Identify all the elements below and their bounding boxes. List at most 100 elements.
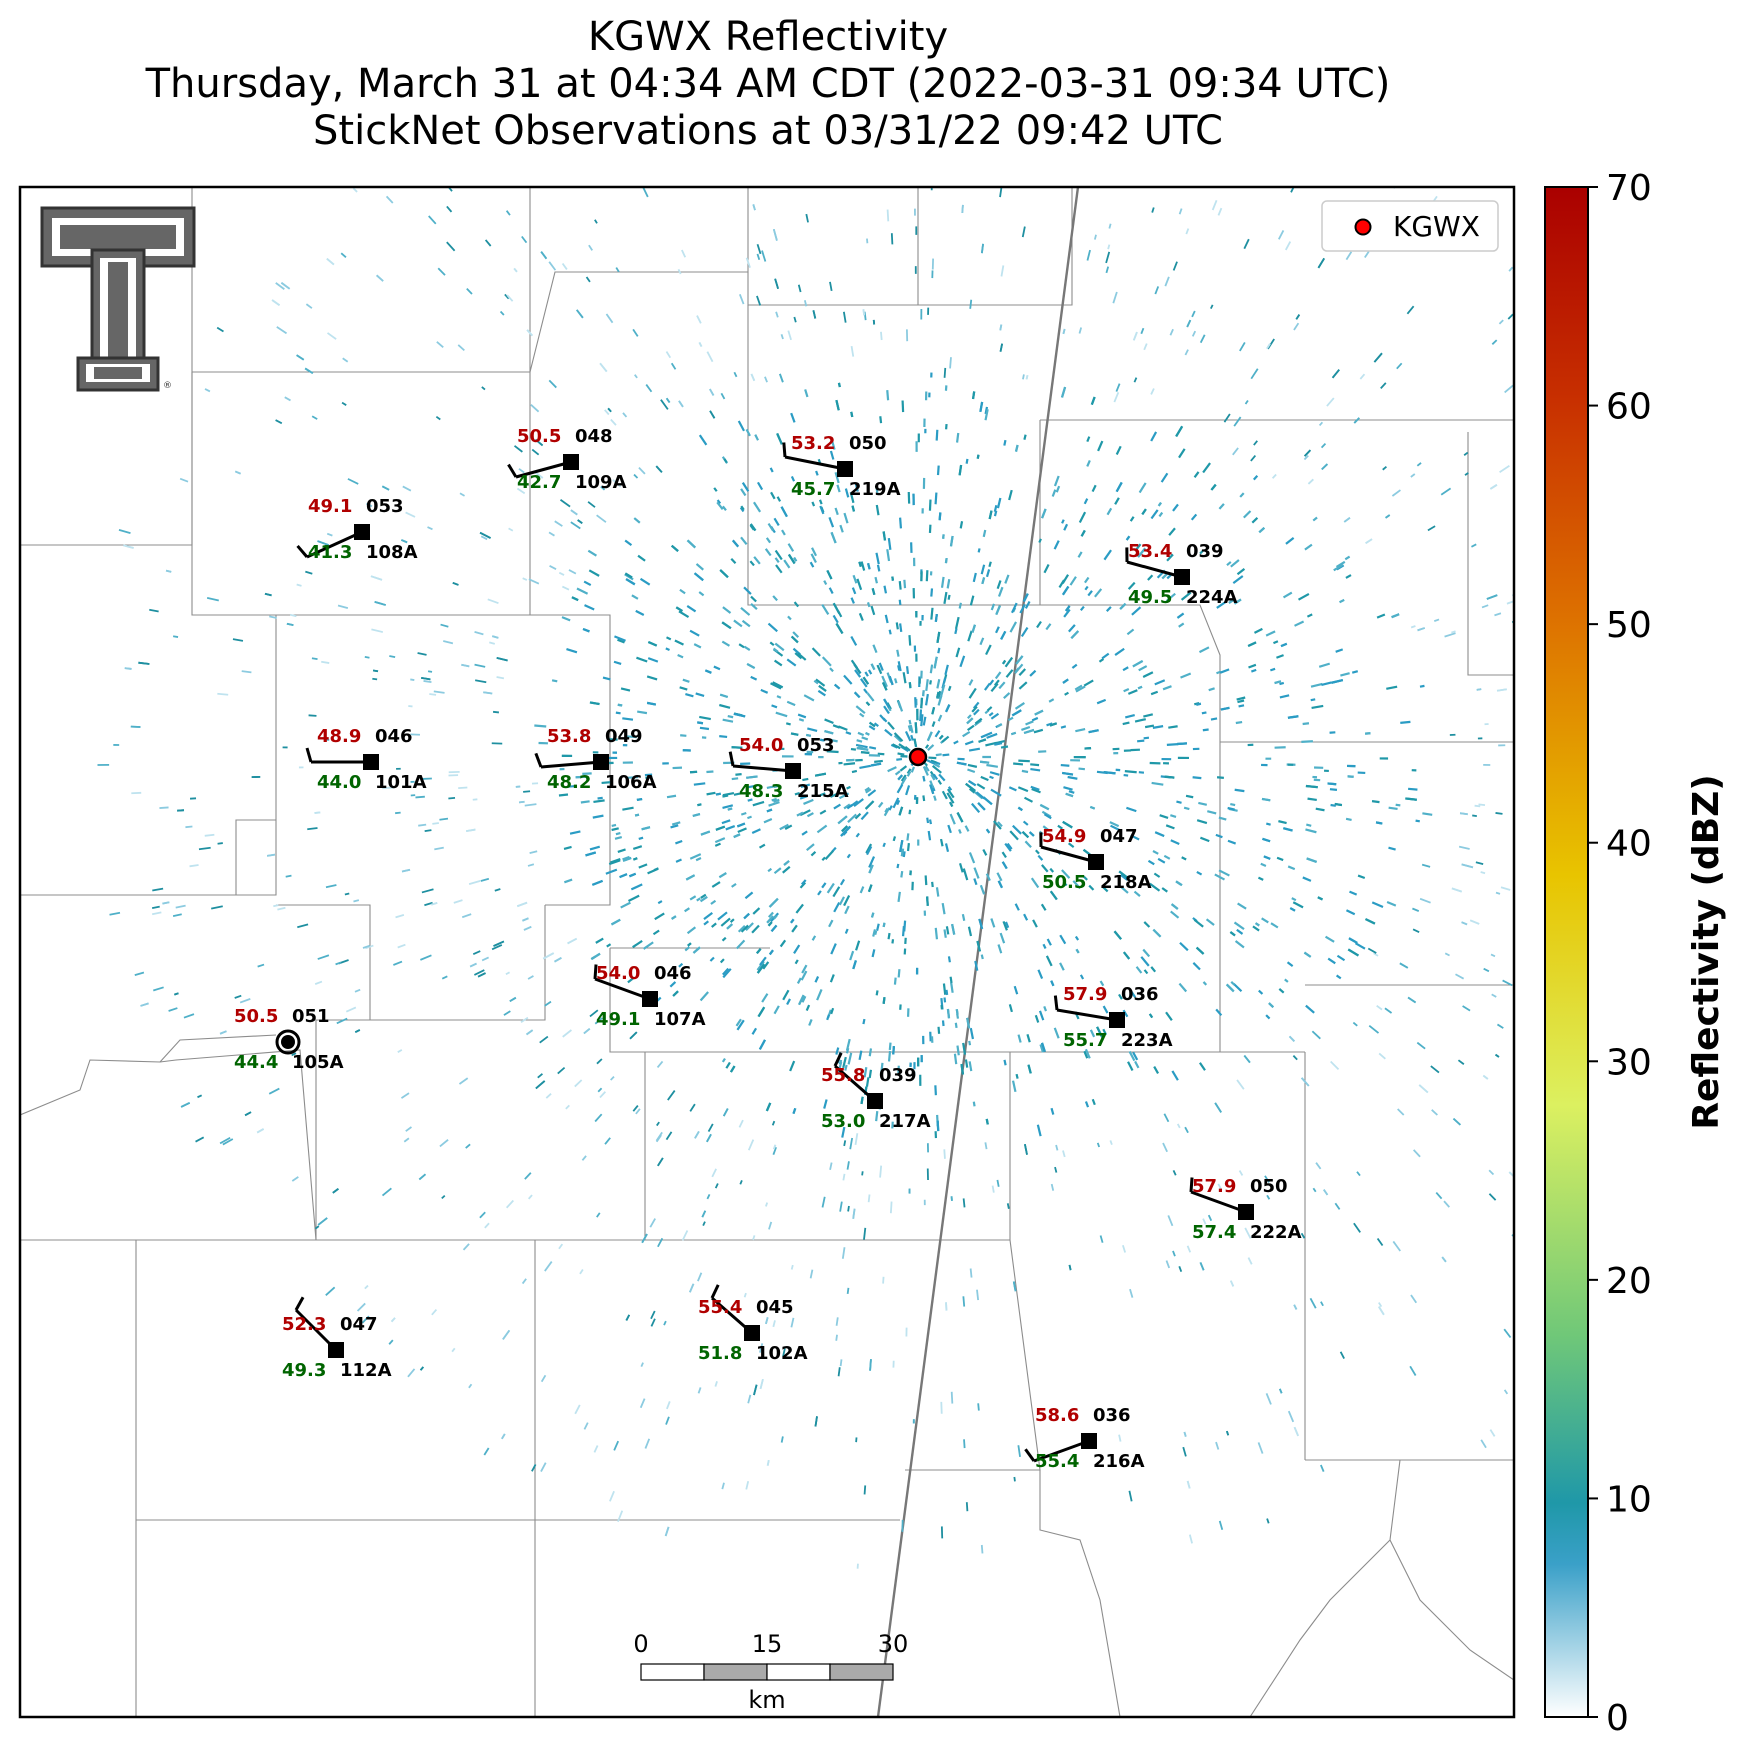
- reflectivity-echo: [1496, 1023, 1504, 1029]
- reflectivity-echo: [972, 572, 977, 583]
- reflectivity-echo: [1113, 391, 1120, 403]
- reflectivity-echo: [810, 553, 817, 563]
- reflectivity-echo: [1323, 1189, 1329, 1196]
- reflectivity-echo: [979, 884, 986, 895]
- reflectivity-echo: [1012, 1281, 1017, 1292]
- reflectivity-echo: [969, 1027, 975, 1040]
- reflectivity-echo: [537, 1073, 543, 1079]
- reflectivity-echo: [548, 261, 557, 271]
- reflectivity-echo: [549, 565, 557, 571]
- reflectivity-echo: [1309, 1297, 1317, 1309]
- scale-tick-15: 15: [752, 1630, 783, 1658]
- reflectivity-echo: [968, 852, 976, 864]
- reflectivity-echo: [944, 557, 948, 564]
- reflectivity-echo: [959, 521, 964, 529]
- reflectivity-echo: [614, 635, 626, 642]
- reflectivity-echo: [1090, 396, 1096, 405]
- reflectivity-echo: [1502, 979, 1513, 987]
- reflectivity-echo: [829, 281, 833, 292]
- reflectivity-echo: [1107, 244, 1111, 250]
- reflectivity-echo: [1416, 462, 1422, 467]
- reflectivity-echo: [703, 911, 713, 921]
- wind-barb-icon: [540, 760, 602, 769]
- reflectivity-echo: [1172, 261, 1178, 271]
- reflectivity-echo: [849, 1137, 854, 1150]
- reflectivity-echo: [846, 853, 851, 859]
- temperature-label: 58.6: [1035, 1405, 1079, 1426]
- reflectivity-echo: [931, 764, 942, 774]
- reflectivity-echo: [828, 517, 835, 528]
- reflectivity-echo: [664, 1526, 670, 1537]
- reflectivity-echo: [1061, 519, 1065, 524]
- reflectivity-echo: [897, 661, 902, 672]
- reflectivity-echo: [862, 309, 866, 316]
- temperature-label: 54.0: [596, 963, 640, 984]
- reflectivity-echo: [518, 800, 525, 804]
- reflectivity-echo: [388, 1339, 394, 1345]
- reflectivity-echo: [782, 865, 791, 874]
- reflectivity-echo: [1409, 1365, 1417, 1376]
- reflectivity-echo: [797, 284, 802, 293]
- reflectivity-echo: [1310, 698, 1316, 702]
- reflectivity-echo: [1248, 663, 1257, 669]
- reflectivity-echo: [1258, 989, 1264, 995]
- reflectivity-echo: [726, 923, 733, 930]
- reflectivity-echo: [937, 1026, 941, 1034]
- reflectivity-echo: [1159, 814, 1169, 819]
- reflectivity-echo: [204, 388, 211, 393]
- reflectivity-echo: [874, 930, 878, 936]
- reflectivity-echo: [862, 1018, 866, 1025]
- reflectivity-echo: [1211, 199, 1218, 211]
- reflectivity-echo: [151, 911, 162, 916]
- reflectivity-echo: [644, 1438, 651, 1449]
- reflectivity-echo: [524, 1172, 532, 1180]
- reflectivity-echo: [927, 830, 932, 841]
- reflectivity-echo: [806, 733, 811, 737]
- reflectivity-echo: [930, 607, 934, 620]
- reflectivity-echo: [999, 932, 1006, 944]
- reflectivity-echo: [1207, 810, 1217, 815]
- reflectivity-echo: [1165, 1260, 1171, 1269]
- reflectivity-echo: [853, 798, 864, 808]
- reflectivity-echo: [932, 773, 939, 781]
- reflectivity-echo: [897, 752, 905, 756]
- reflectivity-echo: [1291, 897, 1297, 902]
- reflectivity-echo: [851, 587, 857, 595]
- colorbar-tick-label: 0: [1606, 1698, 1629, 1739]
- reflectivity-echo: [1022, 820, 1029, 826]
- reflectivity-echo: [1024, 600, 1031, 609]
- reflectivity-echo: [431, 1308, 438, 1316]
- reflectivity-echo: [933, 656, 938, 669]
- reflectivity-echo: [638, 836, 644, 841]
- reflectivity-echo: [830, 943, 837, 955]
- reflectivity-echo: [773, 798, 780, 803]
- reflectivity-echo: [896, 757, 903, 761]
- reflectivity-echo: [768, 949, 774, 956]
- reflectivity-echo: [1060, 725, 1067, 729]
- reflectivity-echo: [693, 782, 706, 786]
- reflectivity-echo: [955, 1009, 959, 1015]
- reflectivity-echo: [1503, 1389, 1509, 1395]
- reflectivity-echo: [888, 1042, 892, 1051]
- wind-barb-icon: [306, 530, 363, 559]
- reflectivity-echo: [574, 1079, 583, 1088]
- reflectivity-echo: [1266, 1194, 1271, 1200]
- reflectivity-echo: [817, 890, 822, 896]
- reflectivity-echo: [1293, 322, 1300, 331]
- reflectivity-echo: [860, 678, 868, 688]
- reflectivity-echo: [711, 881, 721, 888]
- reflectivity-echo: [1292, 901, 1304, 909]
- reflectivity-echo: [733, 792, 741, 796]
- reflectivity-echo: [1055, 1144, 1059, 1151]
- reflectivity-echo: [951, 923, 956, 935]
- reflectivity-echo: [884, 728, 893, 737]
- reflectivity-echo: [1024, 1144, 1028, 1155]
- reflectivity-echo: [582, 627, 590, 633]
- reflectivity-echo: [466, 828, 476, 832]
- reflectivity-echo: [1134, 1060, 1140, 1069]
- reflectivity-echo: [731, 746, 743, 749]
- reflectivity-echo: [739, 1180, 743, 1185]
- reflectivity-echo: [819, 505, 825, 515]
- reflectivity-echo: [765, 1202, 769, 1207]
